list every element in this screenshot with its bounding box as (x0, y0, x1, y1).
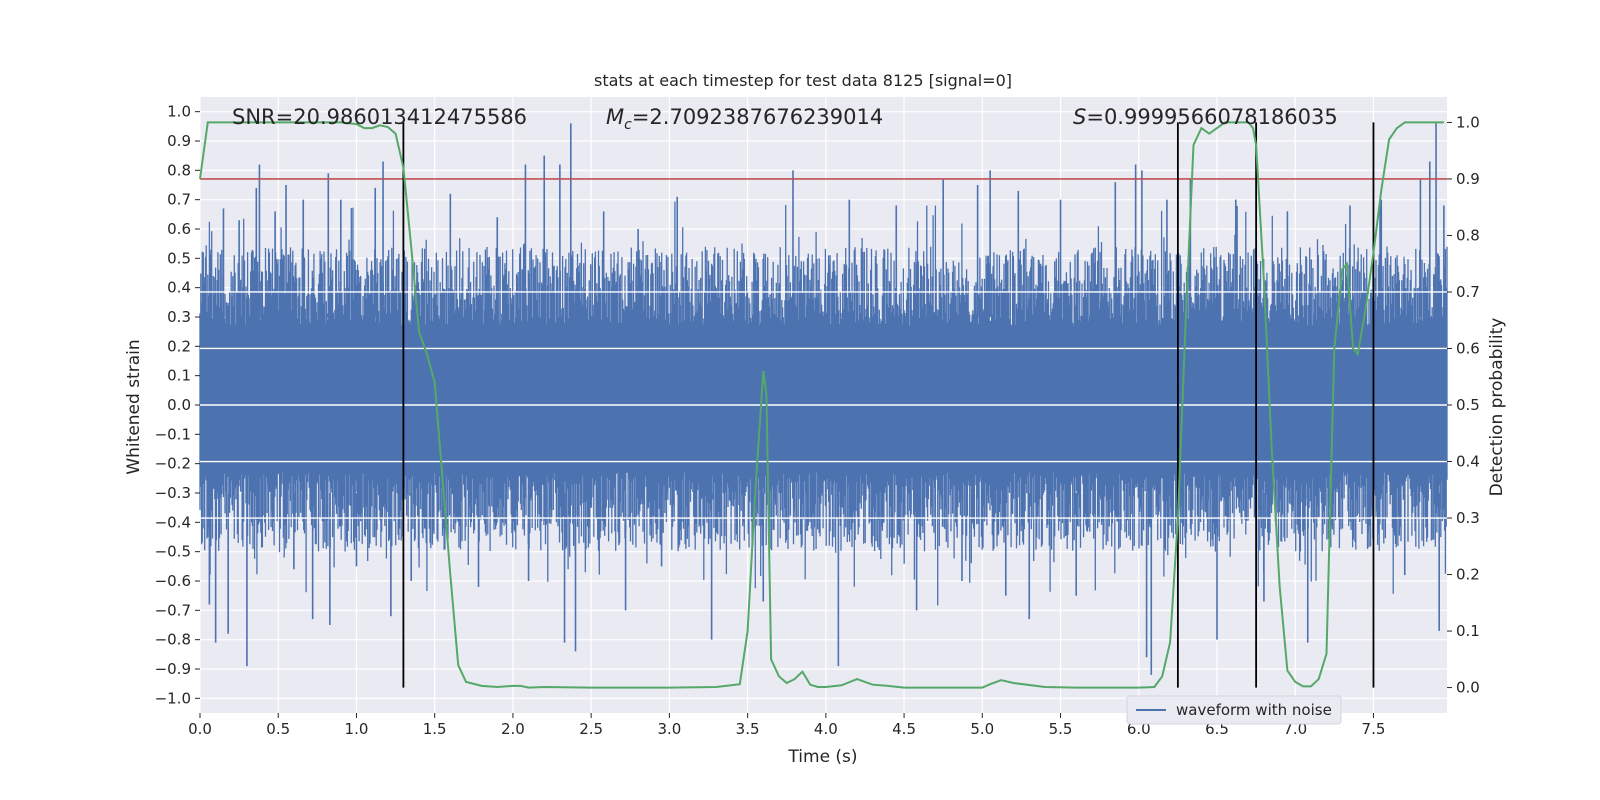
y-left-tick-label: 0.3 (167, 308, 191, 326)
y-left-tick-label: 0.5 (167, 249, 191, 267)
x-tick-label: 3.5 (736, 720, 760, 738)
y-right-tick-label: 0.2 (1456, 566, 1480, 584)
y-left-tick-label: −0.7 (155, 601, 191, 619)
y-right-tick-label: 0.5 (1456, 396, 1480, 414)
snr-annotation: SNR=20.986013412475586 (232, 105, 527, 129)
chirp-mass-annotation: Mc=2.7092387676239014 (606, 105, 883, 133)
x-tick-label: 2.5 (579, 720, 603, 738)
y-right-tick-label: 1.0 (1456, 113, 1480, 131)
x-tick-label: 7.5 (1362, 720, 1386, 738)
y-left-tick-label: −0.6 (155, 572, 191, 590)
y-right-tick-label: 0.6 (1456, 339, 1480, 357)
y-right-tick-label: 0.8 (1456, 226, 1480, 244)
x-tick-label: 0.5 (266, 720, 290, 738)
y-left-tick-label: −0.1 (155, 425, 191, 443)
x-tick-label: 0.0 (188, 720, 212, 738)
waveform-series (199, 123, 1448, 675)
y-left-tick-label: −0.2 (155, 455, 191, 473)
y-left-tick-label: 1.0 (167, 103, 191, 121)
x-tick-label: 4.0 (814, 720, 838, 738)
waveform-dense-band (200, 340, 1447, 464)
y-left-tick-label: −0.9 (155, 660, 191, 678)
x-tick-label: 5.5 (1049, 720, 1073, 738)
y-right-tick-label: 0.1 (1456, 622, 1480, 640)
y-left-tick-label: 0.8 (167, 161, 191, 179)
x-tick-label: 4.5 (892, 720, 916, 738)
significance-annotation: S=0.9999566078186035 (1073, 105, 1338, 129)
chirp-mass-value: =2.7092387676239014 (632, 105, 883, 129)
x-tick-label: 2.0 (501, 720, 525, 738)
y-right-tick-label: 0.9 (1456, 170, 1480, 188)
event-vertical-lines (402, 122, 1375, 688)
y-left-tick-label: 0.2 (167, 337, 191, 355)
chart-title: stats at each timestep for test data 812… (594, 71, 1012, 90)
x-tick-label: 5.0 (970, 720, 994, 738)
legend: waveform with noise (1126, 695, 1342, 725)
y-right-tick-label: 0.4 (1456, 453, 1480, 471)
y-left-tick-label: −0.4 (155, 513, 191, 531)
legend-waveform-label: waveform with noise (1176, 701, 1332, 719)
chirp-mass-symbol: M (606, 105, 624, 129)
right-axis-grid-lines (200, 291, 1447, 519)
y-left-tick-label: −0.5 (155, 543, 191, 561)
left-y-axis-ticks: 1.0 0.9 0.8 0.7 0.6 0.5 0.4 0.3 0.2 0.1 0.0 −0.1 −0.… (155, 103, 200, 707)
x-tick-label: 1.0 (345, 720, 369, 738)
y-right-tick-label: 0.3 (1456, 509, 1480, 527)
x-tick-label: 1.5 (423, 720, 447, 738)
significance-symbol: S (1073, 105, 1086, 129)
y-left-tick-label: −0.3 (155, 484, 191, 502)
y-left-tick-label: 0.9 (167, 132, 191, 150)
chirp-mass-subscript: c (624, 117, 632, 133)
detection-probability-line (199, 121, 1444, 689)
y-right-tick-label: 0.0 (1456, 679, 1480, 697)
y-left-tick-label: 0.0 (167, 396, 191, 414)
y-left-tick-label: 0.6 (167, 220, 191, 238)
y-left-tick-label: −1.0 (155, 689, 191, 707)
y-axis-label-right: Detection probability (1487, 318, 1507, 497)
right-y-axis-ticks: 1.0 0.9 0.8 0.7 0.6 0.5 0.4 0.3 0.2 0.1 0.0 (1447, 113, 1480, 697)
significance-value: =0.9999566078186035 (1086, 105, 1337, 129)
y-axis-label-left: Whitened strain (124, 339, 144, 474)
y-left-tick-label: 0.4 (167, 279, 191, 297)
y-left-tick-label: −0.8 (155, 631, 191, 649)
x-tick-label: 3.0 (657, 720, 681, 738)
y-left-tick-label: 0.1 (167, 367, 191, 385)
x-axis-label: Time (s) (787, 747, 857, 767)
y-right-tick-label: 0.7 (1456, 283, 1480, 301)
legend-box (1126, 695, 1342, 725)
y-left-tick-label: 0.7 (167, 191, 191, 209)
detection-probability-series (199, 121, 1444, 689)
